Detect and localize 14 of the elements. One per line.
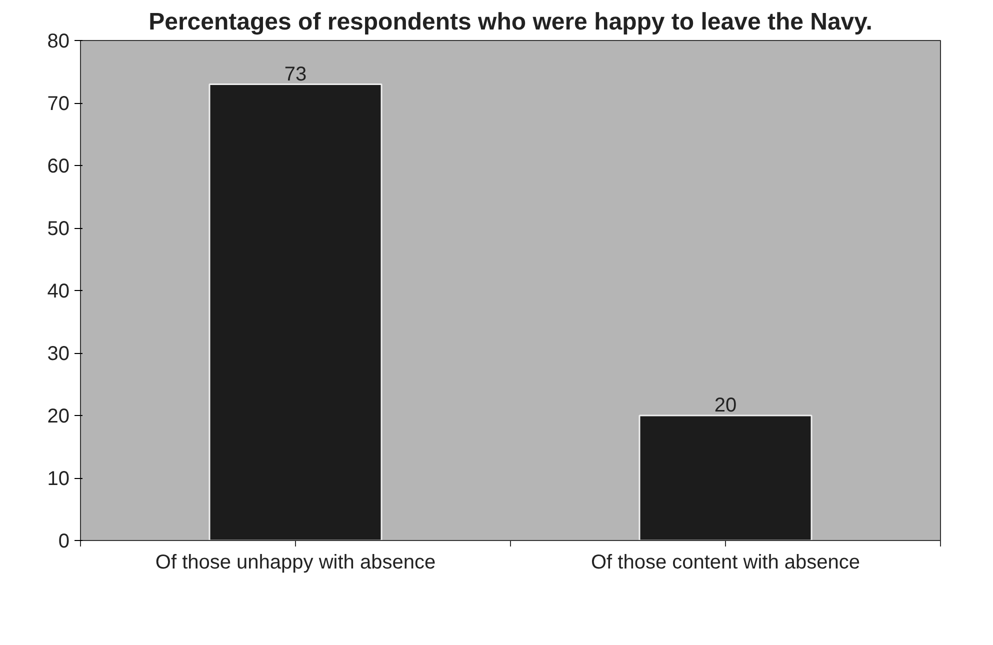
y-tick-label: 20 bbox=[47, 406, 70, 428]
y-tick-label: 10 bbox=[47, 468, 70, 490]
y-tick-label: 40 bbox=[47, 280, 70, 302]
data-label: 20 bbox=[714, 394, 737, 416]
x-tick-label: Of those content with absence bbox=[590, 552, 860, 574]
y-tick-label: 30 bbox=[47, 343, 70, 365]
y-tick-label: 80 bbox=[47, 30, 70, 52]
y-tick-label: 60 bbox=[47, 156, 70, 178]
y-tick-label: 50 bbox=[47, 218, 70, 240]
chart-title: Percentages of respondents who were happy to leave the Navy. bbox=[148, 8, 872, 36]
y-tick-label: 70 bbox=[47, 93, 70, 115]
y-tick-label: 0 bbox=[58, 530, 70, 552]
data-label: 73 bbox=[284, 63, 307, 86]
x-tick-label: Of those unhappy with absence bbox=[155, 552, 436, 574]
